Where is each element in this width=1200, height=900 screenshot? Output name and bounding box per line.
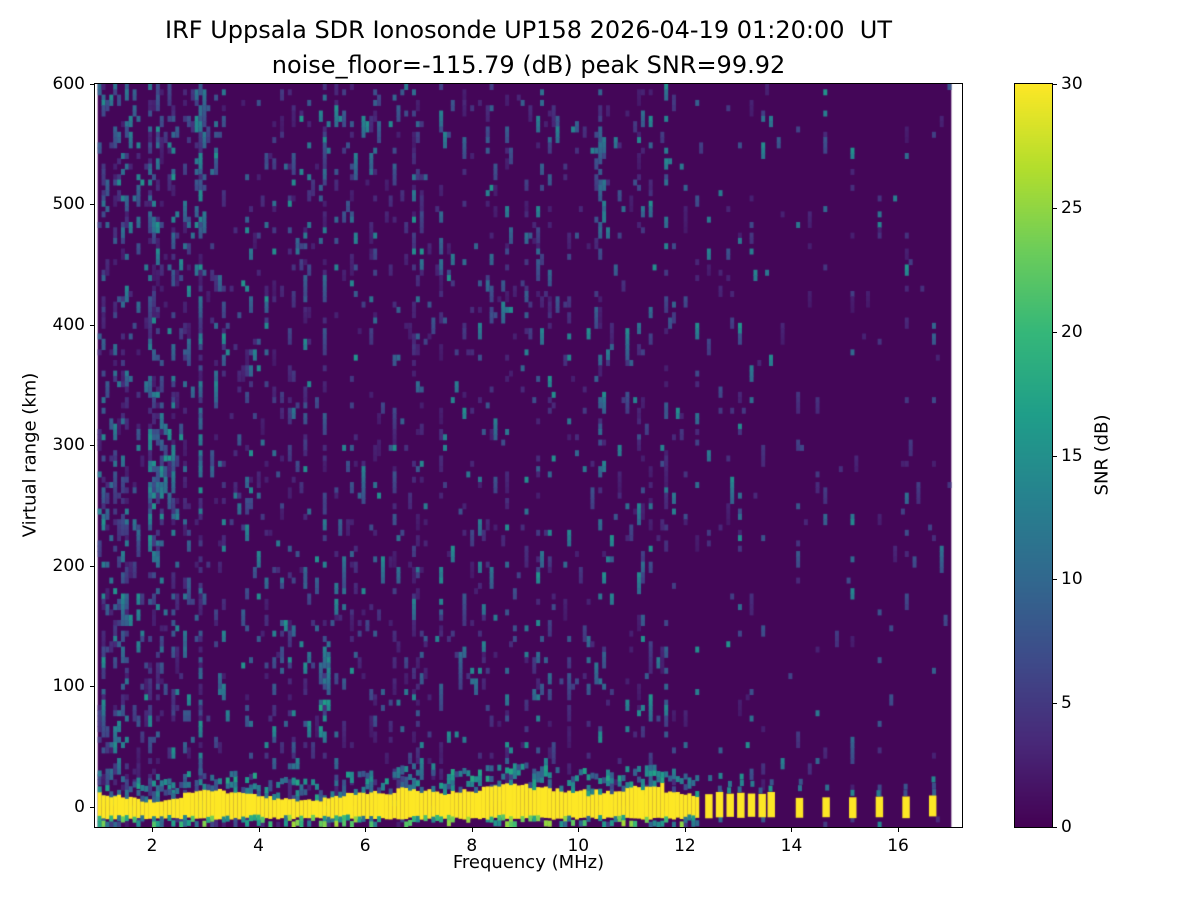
y-tick-mark [90,445,95,447]
colorbar-tick-mark [1052,827,1057,828]
colorbar-tick-mark [1052,207,1057,209]
x-tick-mark [684,827,686,832]
y-tick-label: 200 [52,555,85,576]
colorbar-tick-label: 10 [1061,569,1083,590]
x-tick-mark [578,827,580,832]
x-tick-label: 16 [887,836,909,856]
colorbar-tick-label: 5 [1061,693,1072,714]
colorbar-gradient [1015,84,1052,827]
y-tick-label: 0 [74,796,85,817]
colorbar-tick-label: 15 [1061,445,1083,466]
x-tick-mark [898,827,900,832]
ionogram-heatmap-canvas [95,84,962,827]
colorbar-tick-label: 30 [1061,74,1083,94]
x-tick-label: 4 [253,836,264,856]
y-tick-mark [90,565,95,567]
y-tick-label: 400 [52,314,85,335]
x-tick-mark [471,827,473,832]
colorbar-tick-mark [1052,455,1057,457]
colorbar-tick-label: 20 [1061,321,1083,342]
y-tick-label: 500 [52,194,85,215]
y-tick-label: 100 [52,676,85,697]
x-tick-mark [791,827,793,832]
x-tick-label: 12 [674,836,696,856]
x-tick-mark [258,827,260,832]
x-tick-label: 2 [146,836,158,856]
x-tick-label: 6 [359,836,371,856]
x-tick-label: 10 [567,836,590,856]
y-tick-mark [90,204,95,206]
colorbar-tick-label: 25 [1061,197,1083,218]
colorbar-tick-label: 0 [1061,817,1072,837]
x-tick-mark [152,827,154,832]
x-tick-label: 14 [780,836,803,856]
colorbar-tick-mark [1052,703,1057,705]
y-tick-mark [90,806,95,808]
y-tick-label: 300 [52,435,85,456]
x-tick-label: 8 [466,836,478,856]
colorbar-tick-mark [1052,84,1057,85]
y-tick-label: 600 [52,74,85,94]
colorbar-tick-mark [1052,331,1057,333]
x-tick-mark [365,827,367,832]
y-tick-mark [90,686,95,688]
colorbar-tick-mark [1052,579,1057,581]
x-axis-label: Frequency (MHz) [452,852,605,873]
chart-title: IRF Uppsala SDR Ionosonde UP158 2026-04-… [165,16,892,44]
y-tick-mark [90,84,95,85]
chart-subtitle: noise_floor=-115.79 (dB) peak SNR=99.92 [271,51,786,79]
y-tick-mark [90,324,95,326]
